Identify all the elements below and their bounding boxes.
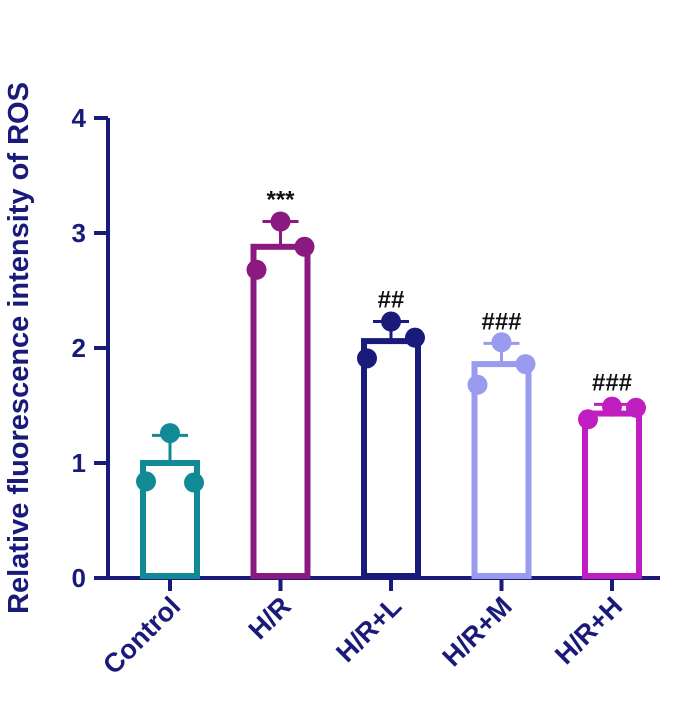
bar-group: Control [97,423,204,680]
bar [361,338,421,579]
x-category-label: H/R+M [437,591,518,672]
y-tick-label: 1 [72,448,86,478]
y-tick-label: 4 [72,103,87,133]
data-point [515,354,536,375]
bar-group: ## H/R+L [330,287,425,668]
x-category-label: H/R+H [549,591,628,670]
bar-group: ### H/R+H [549,369,646,670]
data-point [357,348,377,369]
bar [471,361,532,579]
data-point [626,397,646,418]
data-point [270,211,291,232]
x-category-label: Control [97,591,186,680]
data-point [491,332,512,353]
data-point [294,236,315,257]
significance-label: ### [481,308,521,335]
x-category-label: H/R+L [330,591,407,668]
significance-label: *** [266,187,295,214]
data-point [578,409,598,430]
data-point [602,396,622,417]
data-point [405,327,425,348]
y-tick-label: 0 [72,563,86,593]
x-category-label: H/R [243,591,297,645]
bar [582,410,642,579]
y-axis-label: Relative fluorescence intensity of ROS [3,82,35,614]
data-point [381,311,401,332]
data-point [160,423,180,444]
significance-label: ## [378,287,405,314]
bar-group: *** H/R [243,187,315,645]
y-tick-label: 2 [72,333,86,363]
data-point [246,259,267,280]
y-tick-label: 3 [72,218,86,248]
bar-group: ### H/R+M [437,308,536,672]
bars: Control *** H/R ## H/R+L ### H/R+M ### H/R+H [97,187,646,680]
data-point [136,471,156,492]
data-point [467,374,488,395]
bar [250,243,311,580]
significance-label: ### [592,369,632,396]
data-point [184,472,204,493]
